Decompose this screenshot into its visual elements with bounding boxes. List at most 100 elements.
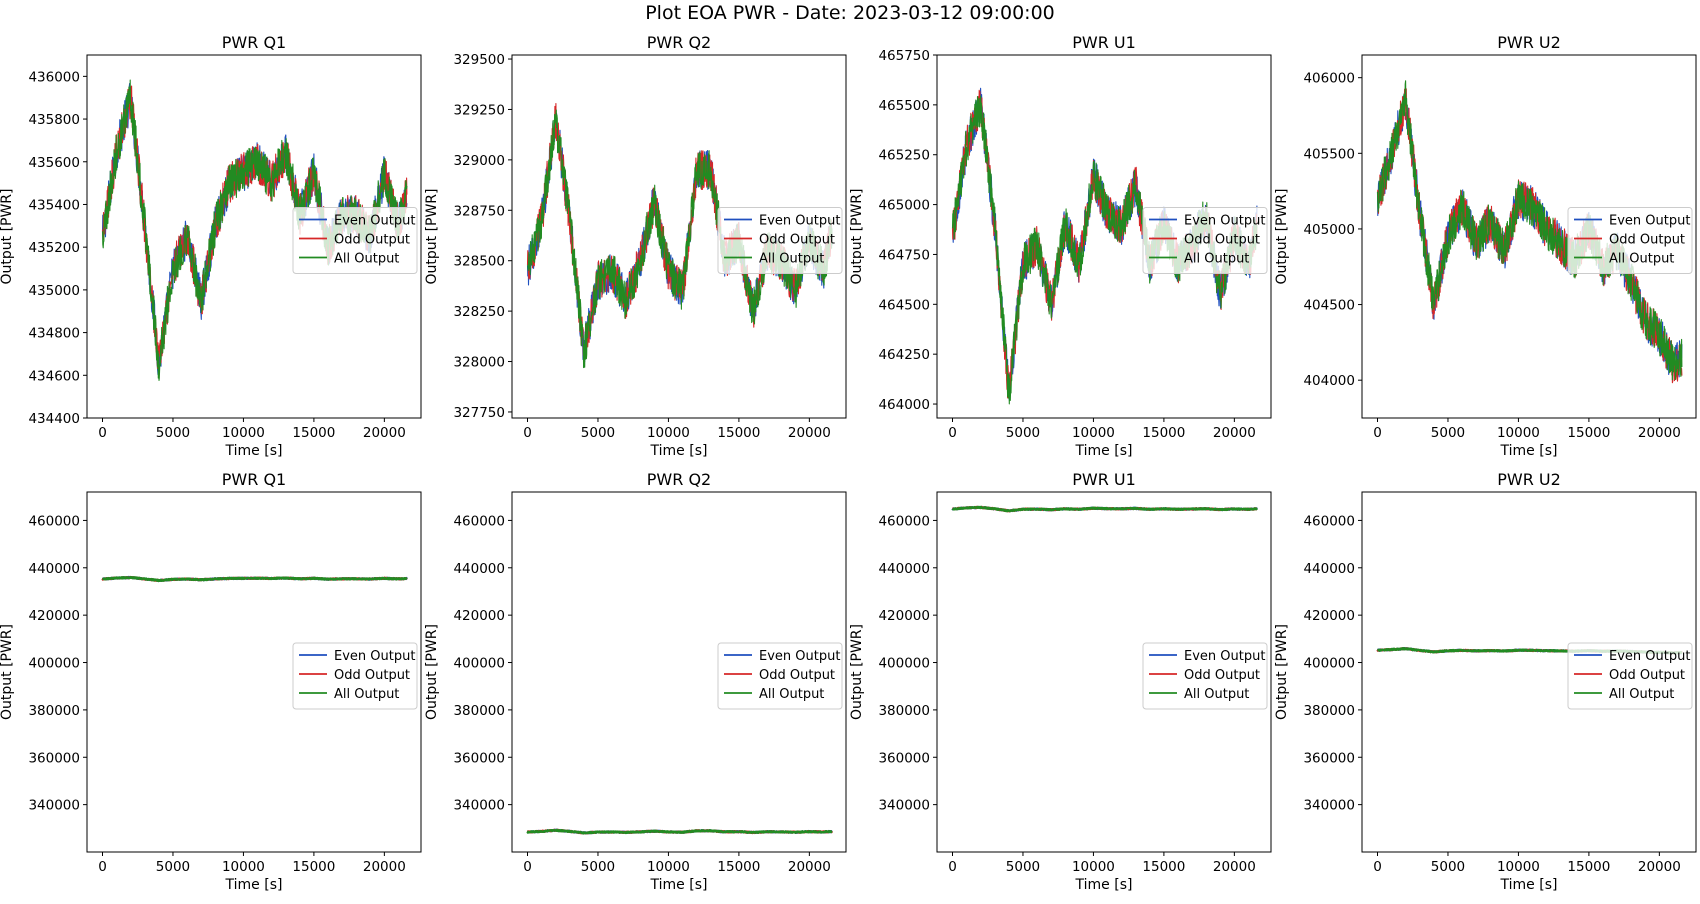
y-tick-label: 464750 <box>878 247 930 263</box>
legend-label: Odd Output <box>1184 233 1260 248</box>
y-axis-label: Output [PWR] <box>849 188 865 284</box>
series-line-all-output <box>951 505 1258 513</box>
legend-label: Even Output <box>1184 649 1265 664</box>
legend: Even Output Odd Output All Output <box>717 207 843 274</box>
x-tick-label: 10000 <box>1497 425 1540 441</box>
x-tick-label: 15000 <box>1567 425 1610 441</box>
legend-label: All Output <box>334 687 399 702</box>
x-axis-label: Time [s] <box>1500 443 1558 459</box>
x-tick-label: 20000 <box>1213 859 1256 875</box>
y-axis-label: Output [PWR] <box>849 624 865 720</box>
subplot-4: PWR U2 404000 404500 405000 405500 406000 0 500… <box>1274 33 1697 459</box>
legend-label: All Output <box>759 687 824 702</box>
y-tick-label: 464000 <box>878 397 930 413</box>
series-line-all-output <box>1376 80 1683 381</box>
x-tick-label: 10000 <box>222 425 265 441</box>
y-tick-label: 420000 <box>878 608 930 624</box>
subplot-2: PWR Q2 327750 328000 328250 328500 328750 3290… <box>424 33 847 459</box>
subplot-title: PWR U1 <box>1072 470 1136 489</box>
legend-label: All Output <box>1609 687 1674 702</box>
y-tick-label: 435800 <box>28 112 80 128</box>
legend-label: Even Output <box>334 649 415 664</box>
y-tick-label: 380000 <box>878 703 930 719</box>
y-tick-label: 405500 <box>1303 146 1355 162</box>
y-tick-label: 465500 <box>878 98 930 114</box>
legend: Even Output Odd Output All Output <box>1567 642 1693 710</box>
subplot-title: PWR U2 <box>1497 33 1561 52</box>
x-axis-label: Time [s] <box>1075 877 1133 893</box>
y-tick-label: 434400 <box>28 411 80 427</box>
series-group <box>526 828 833 835</box>
legend-label: Odd Output <box>1609 233 1685 248</box>
x-tick-label: 10000 <box>647 859 690 875</box>
x-tick-label: 0 <box>948 425 957 441</box>
y-tick-label: 380000 <box>453 703 505 719</box>
y-tick-label: 328500 <box>453 254 505 270</box>
y-tick-label: 328250 <box>453 304 505 320</box>
y-tick-label: 329250 <box>453 102 505 118</box>
legend-label: Odd Output <box>759 233 835 248</box>
y-axis-label: Output [PWR] <box>1274 624 1290 720</box>
y-tick-label: 360000 <box>453 750 505 766</box>
x-axis-label: Time [s] <box>225 877 283 893</box>
x-tick-label: 20000 <box>788 425 831 441</box>
y-tick-label: 440000 <box>28 561 80 577</box>
x-tick-label: 5000 <box>1006 859 1040 875</box>
y-tick-label: 406000 <box>1303 71 1355 87</box>
y-tick-label: 435600 <box>28 155 80 171</box>
y-tick-label: 435400 <box>28 197 80 213</box>
y-tick-label: 329000 <box>453 153 505 169</box>
x-tick-label: 10000 <box>1072 859 1115 875</box>
y-tick-label: 404000 <box>1303 373 1355 389</box>
x-tick-label: 15000 <box>717 425 760 441</box>
axes-frame <box>1361 54 1697 419</box>
legend-label: Odd Output <box>334 668 410 683</box>
subplot-3: PWR U1 464000 464250 464500 464750 465000 4652… <box>849 33 1272 459</box>
x-tick-label: 0 <box>1373 425 1382 441</box>
axes-frame <box>86 54 422 419</box>
subplot-title: PWR U2 <box>1497 470 1561 489</box>
y-tick-label: 328000 <box>453 355 505 371</box>
x-tick-label: 20000 <box>1638 859 1681 875</box>
x-tick-label: 5000 <box>156 859 190 875</box>
y-tick-label: 340000 <box>1303 798 1355 814</box>
x-axis-label: Time [s] <box>1075 443 1133 459</box>
x-tick-label: 0 <box>523 859 532 875</box>
x-axis-label: Time [s] <box>1500 877 1558 893</box>
x-tick-label: 0 <box>98 859 107 875</box>
x-tick-label: 15000 <box>292 425 335 441</box>
legend-label: All Output <box>1609 252 1674 267</box>
subplot-title: PWR Q1 <box>222 33 286 52</box>
subplot-title: PWR Q2 <box>647 470 711 489</box>
y-tick-label: 420000 <box>28 608 80 624</box>
legend: Even Output Odd Output All Output <box>1142 207 1268 274</box>
y-tick-label: 400000 <box>1303 656 1355 672</box>
y-axis-label: Output [PWR] <box>1274 188 1290 284</box>
y-tick-label: 434800 <box>28 326 80 342</box>
y-tick-label: 440000 <box>1303 561 1355 577</box>
x-tick-label: 20000 <box>1638 425 1681 441</box>
subplot-5: PWR Q1 340000 360000 380000 400000 420000 4400… <box>0 470 422 893</box>
y-tick-label: 435200 <box>28 240 80 256</box>
legend: Even Output Odd Output All Output <box>1142 642 1268 710</box>
legend: Even Output Odd Output All Output <box>717 642 843 710</box>
x-tick-label: 10000 <box>222 859 265 875</box>
x-tick-label: 20000 <box>1213 425 1256 441</box>
series-group <box>951 505 1258 513</box>
y-tick-label: 434600 <box>28 368 80 384</box>
y-tick-label: 420000 <box>1303 608 1355 624</box>
x-tick-label: 20000 <box>363 859 406 875</box>
y-tick-label: 460000 <box>28 513 80 529</box>
subplot-title: PWR U1 <box>1072 33 1136 52</box>
axes-frame <box>936 491 1272 853</box>
subplot-6: PWR Q2 340000 360000 380000 400000 420000 4400… <box>424 470 847 893</box>
x-tick-label: 5000 <box>581 425 615 441</box>
y-tick-label: 340000 <box>28 798 80 814</box>
y-tick-label: 464500 <box>878 297 930 313</box>
x-tick-label: 0 <box>98 425 107 441</box>
legend: Even Output Odd Output All Output <box>292 207 418 274</box>
y-tick-label: 400000 <box>453 656 505 672</box>
y-axis-label: Output [PWR] <box>424 624 440 720</box>
